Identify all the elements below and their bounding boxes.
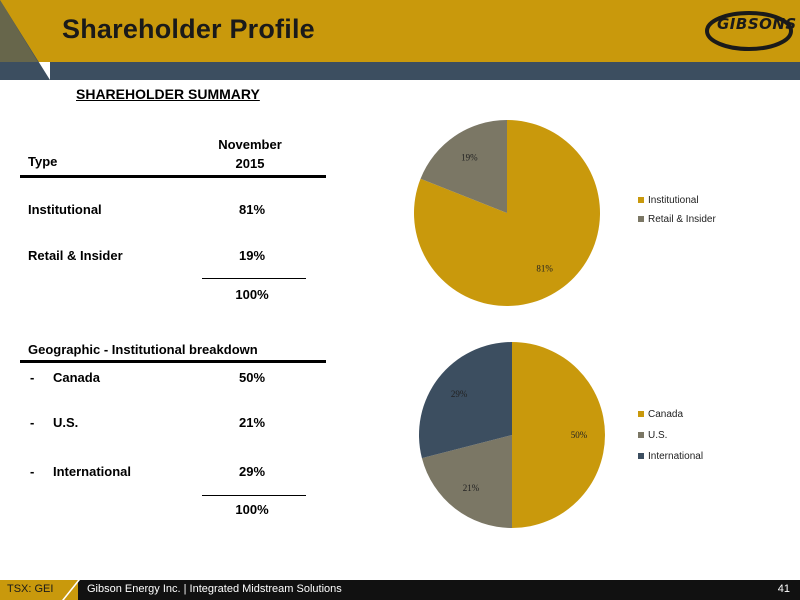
header-divider bbox=[20, 175, 326, 178]
geo-total: 100% bbox=[235, 502, 269, 517]
legend-swatch bbox=[638, 453, 644, 459]
column-header-month: November bbox=[218, 137, 282, 152]
ownership-pie-chart: 81% Institutional 19% Retail & Insider bbox=[330, 110, 800, 325]
legend-label: International bbox=[648, 451, 703, 462]
type-column-header: Type bbox=[28, 154, 58, 169]
pie-data-label: 19% bbox=[461, 153, 478, 163]
pie-data-label: 29% bbox=[451, 389, 468, 399]
legend-swatch bbox=[638, 432, 644, 438]
pie-data-label: 81% bbox=[536, 263, 553, 273]
geo-row-value: 21% bbox=[238, 415, 266, 430]
geo-row-value: 50% bbox=[238, 370, 266, 385]
legend-swatch bbox=[638, 411, 644, 417]
ownership-row-label: Retail & Insider bbox=[28, 248, 123, 263]
pie-slice-retail-insider bbox=[420, 120, 507, 213]
pie-slice-u-s- bbox=[421, 435, 512, 528]
column-header-year: 2015 bbox=[235, 156, 265, 171]
geographic-pie-svg: 50% Canada 21% U.S. 29% International bbox=[419, 342, 703, 528]
footer-company-text: Gibson Energy Inc. | Integrated Midstrea… bbox=[87, 583, 342, 595]
geo-section-header: Geographic - Institutional breakdown bbox=[28, 342, 258, 357]
ownership-row-value: 19% bbox=[238, 248, 266, 263]
legend-label: Canada bbox=[648, 409, 683, 420]
ownership-total: 100% bbox=[235, 287, 269, 302]
legend-label: Institutional bbox=[648, 195, 699, 206]
ownership-row-value: 81% bbox=[238, 202, 266, 217]
geo-row-value: 29% bbox=[238, 464, 266, 479]
geo-total-rule bbox=[202, 495, 306, 496]
pie-slice-canada bbox=[512, 342, 605, 528]
header-gold-bar bbox=[0, 0, 800, 62]
logo-wordmark: GIBSONS bbox=[717, 15, 797, 33]
header-slate-bar bbox=[50, 62, 800, 80]
legend-label: Retail & Insider bbox=[648, 214, 716, 225]
ownership-total-rule bbox=[202, 278, 306, 279]
pie-data-label: 50% bbox=[571, 430, 588, 440]
legend-label: U.S. bbox=[648, 430, 667, 441]
ownership-pie-svg: 81% Institutional 19% Retail & Insider bbox=[414, 120, 716, 306]
geo-row-dash: - bbox=[30, 370, 35, 385]
geo-row-dash: - bbox=[30, 464, 35, 479]
geo-row-dash: - bbox=[30, 415, 35, 430]
geo-row-label: International bbox=[53, 464, 132, 479]
page-number: 41 bbox=[777, 583, 790, 595]
header-banner: Shareholder Profile GIBSONS bbox=[0, 0, 800, 80]
footer-ticker: TSX: GEI bbox=[7, 583, 54, 595]
footer-accent-triangle bbox=[62, 580, 80, 600]
geo-row-label: Canada bbox=[53, 370, 100, 385]
legend-swatch bbox=[638, 216, 644, 222]
geographic-pie-chart: 50% Canada 21% U.S. 29% International bbox=[330, 338, 800, 538]
geo-header-divider bbox=[20, 360, 326, 363]
legend-swatch bbox=[638, 197, 644, 203]
pie-data-label: 21% bbox=[463, 483, 480, 493]
gibsons-logo: GIBSONS bbox=[703, 5, 797, 57]
footer-ticker-box: TSX: GEI bbox=[0, 580, 78, 600]
footer-bar: TSX: GEI Gibson Energy Inc. | Integrated… bbox=[0, 580, 800, 600]
geo-row-label: U.S. bbox=[53, 415, 79, 430]
ownership-row-label: Institutional bbox=[28, 202, 102, 217]
header-accent-triangle bbox=[0, 0, 50, 80]
section-title: SHAREHOLDER SUMMARY bbox=[76, 86, 260, 102]
pie-slice-international bbox=[419, 342, 512, 459]
logo-swoosh-icon bbox=[705, 11, 793, 51]
page-title: Shareholder Profile bbox=[62, 14, 315, 44]
column-header-date: November 2015 bbox=[200, 135, 300, 173]
